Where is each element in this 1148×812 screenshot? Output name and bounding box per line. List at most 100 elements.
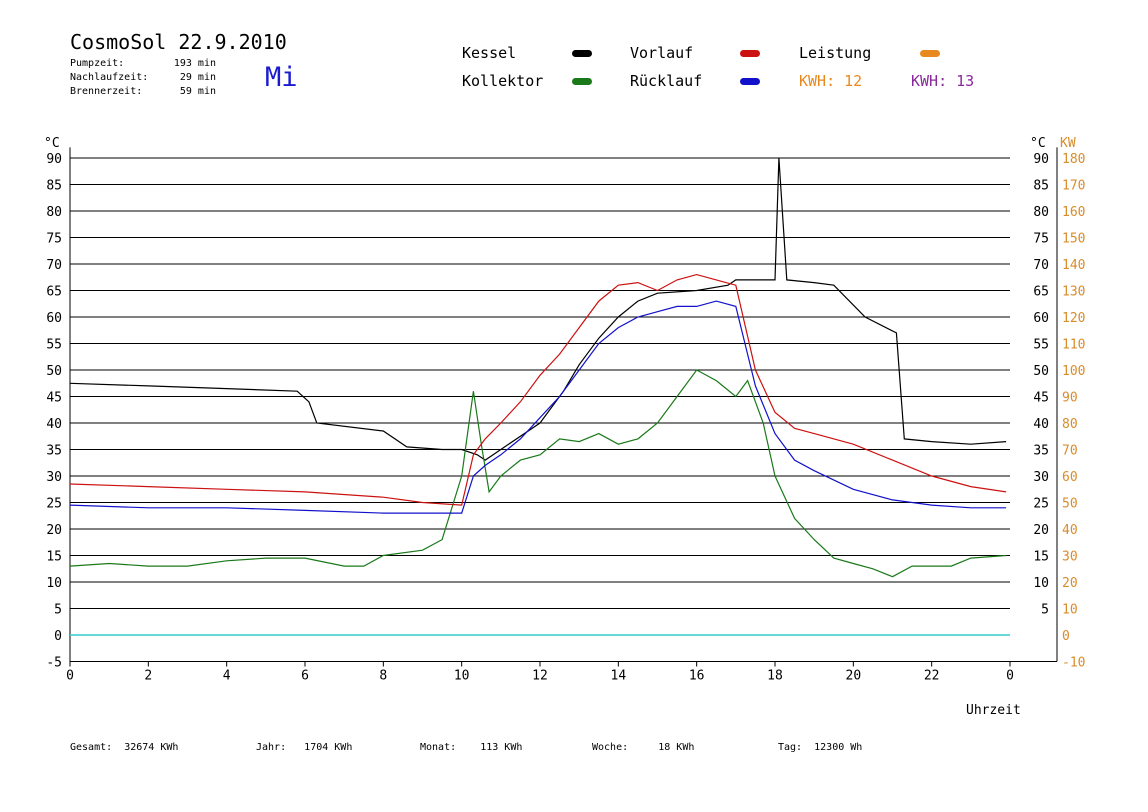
series-line-ruecklauf — [69, 300, 1007, 514]
legend-leistung-swatch — [920, 50, 940, 57]
footer-jahr: Jahr: 1704 KWh — [256, 742, 352, 753]
y-tick-label-left: 15 — [46, 550, 62, 565]
legend-vorlauf-swatch — [740, 50, 760, 57]
stat-value: 193 min — [173, 58, 216, 69]
y-tick-label-right-kw: -10 — [1062, 656, 1085, 671]
y-tick-label-right-c: 25 — [1033, 497, 1049, 512]
y-tick-label-right-kw: 30 — [1062, 550, 1078, 565]
y-tick-label-right-kw: 60 — [1062, 470, 1078, 485]
y-tick-label-right-kw: 90 — [1062, 391, 1078, 406]
series-layer — [69, 157, 1010, 636]
y-tick-label-right-kw: 80 — [1062, 417, 1078, 432]
footer-monat: Monat: 113 KWh — [420, 742, 522, 753]
axis-layer: -505101520253035404550556065707580859051… — [46, 147, 1085, 684]
y-tick-label-right-c: 20 — [1033, 523, 1049, 538]
legend-kwh1: KWH: 12 — [799, 72, 862, 90]
stat-brennerzeit: Brennerzeit: 59 min — [70, 86, 216, 97]
y-tick-label-left: -5 — [46, 656, 62, 671]
stat-pumpzeit: Pumpzeit: 193 min — [70, 58, 216, 69]
y-tick-label-left: 50 — [46, 364, 62, 379]
footer-tag-label: Tag: — [778, 742, 803, 753]
legend-kwh1-label: KWH: — [799, 72, 836, 90]
footer-gesamt-value: 32674 KWh — [124, 742, 179, 753]
y-tick-label-left: 45 — [46, 391, 62, 406]
y-tick-label-right-kw: 170 — [1062, 179, 1085, 194]
legend-kessel-label: Kessel — [462, 44, 517, 62]
x-tick-label: 12 — [532, 669, 548, 684]
stat-label: Nachlaufzeit: — [70, 72, 149, 83]
y-tick-label-right-kw: 100 — [1062, 364, 1085, 379]
x-axis-label: Uhrzeit — [966, 703, 1021, 718]
x-tick-label: 20 — [846, 669, 862, 684]
x-tick-label: 22 — [924, 669, 940, 684]
legend-ruecklauf-label: Rücklauf — [630, 72, 703, 90]
legend-kwh2-value: 13 — [956, 72, 975, 90]
legend-kollektor-label: Kollektor — [462, 72, 544, 90]
y-tick-label-right-kw: 130 — [1062, 285, 1085, 300]
y-tick-label-left: 20 — [46, 523, 62, 538]
x-tick-label: 16 — [689, 669, 705, 684]
series-line-kollektor — [69, 369, 1007, 578]
y-tick-label-left: 25 — [46, 497, 62, 512]
footer-woche: Woche: 18 KWh — [592, 742, 694, 753]
stat-nachlaufzeit: Nachlaufzeit: 29 min — [70, 72, 216, 83]
x-tick-label: 8 — [379, 669, 387, 684]
y-tick-label-right-c: 65 — [1033, 285, 1049, 300]
x-tick-label: 14 — [611, 669, 627, 684]
x-tick-label: 0 — [1006, 669, 1014, 684]
legend-kessel-swatch — [572, 50, 592, 57]
stat-value: 29 min — [179, 72, 216, 83]
y-tick-label-right-c: 70 — [1033, 258, 1049, 273]
footer-jahr-value: 1704 KWh — [304, 742, 353, 753]
footer-gesamt: Gesamt: 32674 KWh — [70, 742, 178, 753]
y-axis-label-right-c: °C — [1030, 136, 1046, 151]
legend-kwh2-label: KWH: — [911, 72, 948, 90]
footer-monat-label: Monat: — [420, 742, 457, 753]
y-tick-label-right-c: 50 — [1033, 364, 1049, 379]
legend-kwh2: KWH: 13 — [911, 72, 974, 90]
y-tick-label-left: 85 — [46, 179, 62, 194]
y-tick-label-right-c: 35 — [1033, 444, 1049, 459]
footer-tag-value: 12300 Wh — [814, 742, 863, 753]
series-line-kessel — [69, 157, 1007, 461]
y-tick-label-left: 70 — [46, 258, 62, 273]
series-line-vorlauf — [69, 273, 1007, 506]
y-tick-label-right-kw: 40 — [1062, 523, 1078, 538]
weekday-label: Mi — [265, 62, 298, 93]
footer-tag: Tag: 12300 Wh — [778, 742, 862, 753]
y-tick-label-left: 55 — [46, 338, 62, 353]
y-tick-label-right-c: 45 — [1033, 391, 1049, 406]
footer-monat-value: 113 KWh — [480, 742, 523, 753]
y-tick-label-right-c: 15 — [1033, 550, 1049, 565]
footer-gesamt-label: Gesamt: — [70, 742, 113, 753]
y-tick-label-right-kw: 150 — [1062, 232, 1085, 247]
page-title: CosmoSol 22.9.2010 — [70, 30, 287, 54]
y-tick-label-right-c: 90 — [1033, 152, 1049, 167]
x-tick-label: 2 — [144, 669, 152, 684]
y-tick-label-right-kw: 50 — [1062, 497, 1078, 512]
legend-kollektor-swatch — [572, 78, 592, 85]
y-tick-label-right-kw: 70 — [1062, 444, 1078, 459]
y-tick-label-right-c: 5 — [1041, 603, 1049, 618]
footer-jahr-label: Jahr: — [256, 742, 287, 753]
y-tick-label-left: 75 — [46, 232, 62, 247]
legend-leistung-label: Leistung — [799, 44, 872, 62]
y-tick-label-left: 30 — [46, 470, 62, 485]
y-tick-label-right-kw: 180 — [1062, 152, 1085, 167]
stat-label: Pumpzeit: — [70, 58, 125, 69]
legend-vorlauf-label: Vorlauf — [630, 44, 694, 62]
y-tick-label-right-kw: 0 — [1062, 629, 1070, 644]
y-tick-label-right-c: 40 — [1033, 417, 1049, 432]
y-tick-label-right-c: 10 — [1033, 576, 1049, 591]
y-tick-label-right-c: 75 — [1033, 232, 1049, 247]
y-tick-label-right-c: 60 — [1033, 311, 1049, 326]
x-tick-label: 10 — [454, 669, 470, 684]
y-tick-label-left: 35 — [46, 444, 62, 459]
x-tick-label: 4 — [223, 669, 231, 684]
y-tick-label-left: 65 — [46, 285, 62, 300]
legend-kwh1-value: 12 — [844, 72, 863, 90]
y-tick-label-right-kw: 160 — [1062, 205, 1085, 220]
footer-woche-value: 18 KWh — [658, 742, 695, 753]
y-axis-label-right-kw: KW — [1060, 136, 1076, 151]
